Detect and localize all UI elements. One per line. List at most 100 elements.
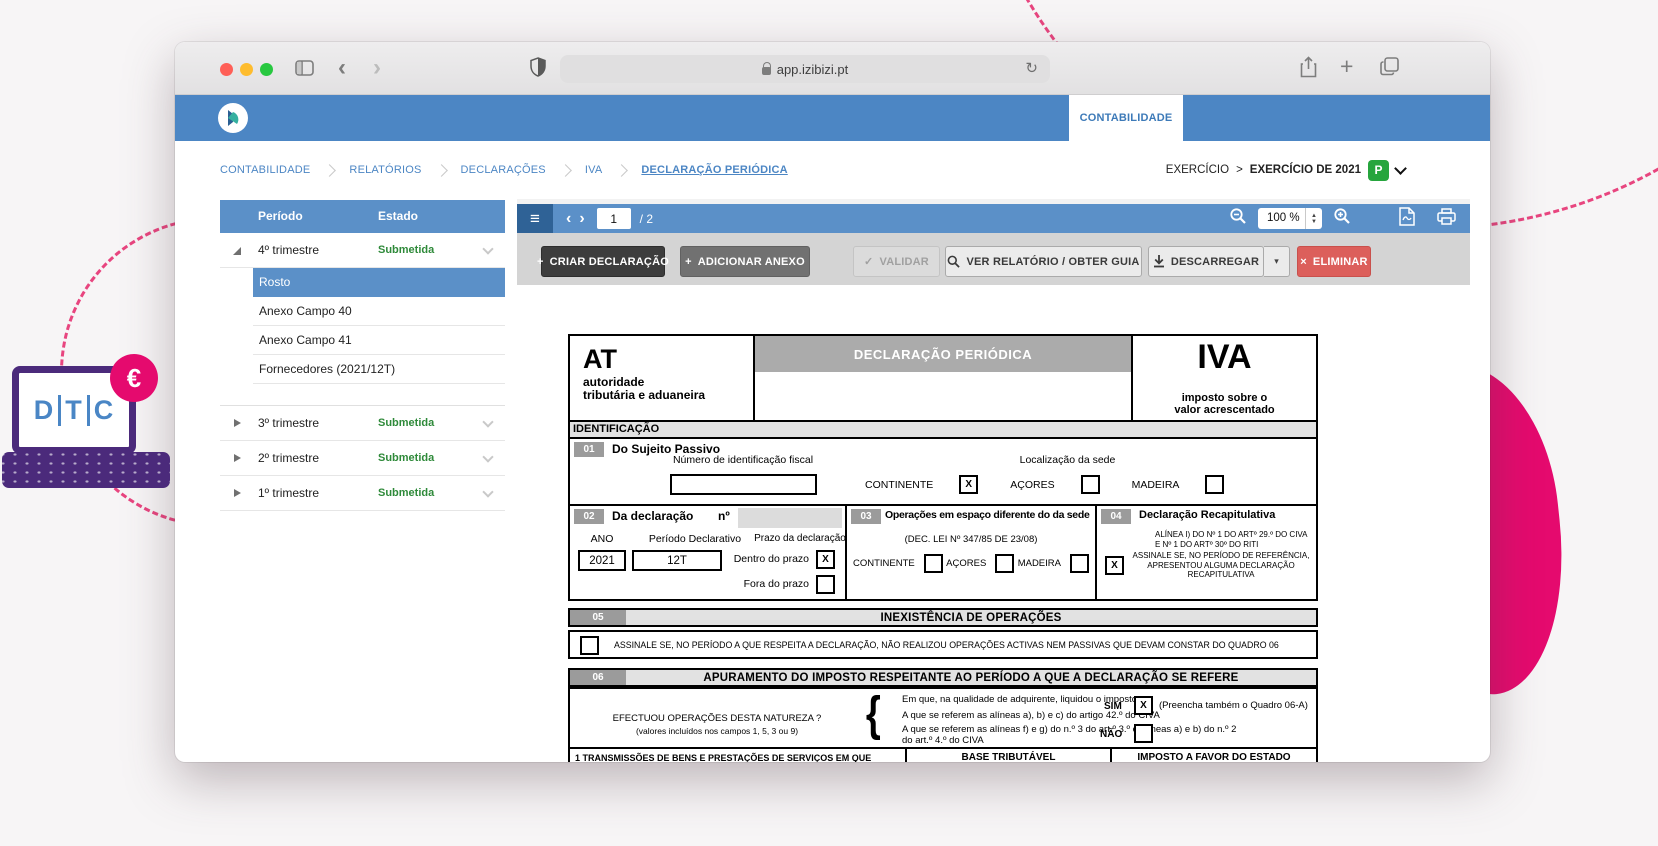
laptop-keyboard [2,452,170,488]
new-tab-icon[interactable]: + [1340,53,1354,79]
url-bar[interactable]: app.izibizi.pt ↻ [560,55,1050,83]
exercise-selector[interactable]: EXERCÍCIO > EXERCÍCIO DE 2021 P [1166,141,1407,199]
section-04-declaracao-recapitulativa: 04 Declaração Recapitulativa ALÍNEA I) D… [1097,506,1316,599]
validate-button[interactable]: ✓ VALIDAR [853,246,940,277]
chevron-down-icon[interactable] [482,451,494,463]
plus-icon: + [537,255,544,268]
checkbox-acores-03 [995,554,1015,573]
download-button[interactable]: DESCARREGAR [1148,246,1264,277]
document-item-anexo-campo-40[interactable]: Anexo Campo 40 [253,297,505,326]
exercise-status-badge: P [1368,159,1389,181]
zoom-in-icon[interactable] [1333,207,1351,230]
zoom-window-button[interactable] [260,63,273,76]
chevron-right-icon [615,164,629,177]
status-badge: Submetida [378,452,435,464]
create-declaration-button[interactable]: + CRIAR DECLARAÇÃO [537,246,669,277]
app-header: CONTABILIDADE [175,95,1490,141]
browser-titlebar: ‹ › app.izibizi.pt ↻ + [175,42,1490,95]
share-icon[interactable] [1300,56,1317,83]
document-item-anexo-campo-41[interactable]: Anexo Campo 41 [253,326,505,355]
column-estado: Estado [378,209,419,223]
download-options-caret[interactable]: ▾ [1264,246,1290,277]
app-logo-icon[interactable] [218,103,248,133]
section-02-da-declaracao: 02 Da declaração nº ANO Período Declarat… [570,506,847,599]
back-button[interactable]: ‹ [338,54,346,81]
breadcrumb-iva[interactable]: IVA [584,164,603,176]
iva-declaration-form: AT autoridade tributária e aduaneira DECL… [568,334,1318,762]
zoom-out-icon[interactable] [1229,207,1247,230]
checkbox-madeira-03 [1069,554,1089,573]
reload-icon[interactable]: ↻ [1025,60,1038,77]
chevron-right-icon [558,164,572,177]
checkbox-madeira [1205,475,1225,494]
euro-icon: € [110,354,158,402]
breadcrumb-declaracao-periodica[interactable]: DECLARAÇÃO PERIÓDICA [641,164,788,176]
period-row-4-trimestre[interactable]: 4º trimestre Submetida [220,233,505,268]
browser-window: ‹ › app.izibizi.pt ↻ + CONTABILIDADE CON… [175,42,1490,762]
chevron-down-icon[interactable] [482,243,494,255]
tab-overview-icon[interactable] [1380,57,1399,81]
chevron-down-icon[interactable] [482,416,494,428]
at-logo-text: AT [583,344,617,374]
checkbox-dentro-prazo: X [816,550,835,569]
minimize-window-button[interactable] [240,63,253,76]
print-icon[interactable] [1437,207,1456,230]
period-row-3-trimestre[interactable]: 3º trimestre Submetida [220,406,505,441]
status-badge: Submetida [378,244,435,256]
period-row-2-trimestre[interactable]: 2º trimestre Submetida [220,441,505,476]
forward-button[interactable]: › [373,54,381,81]
checkbox-continente: X [959,475,979,494]
next-page-icon[interactable]: › [579,209,585,227]
chevron-down-icon[interactable] [482,486,494,498]
page-count: / 2 [639,211,653,226]
breadcrumb-declaracoes[interactable]: DECLARAÇÕES [460,164,546,176]
lock-icon [761,61,772,75]
tab-contabilidade[interactable]: CONTABILIDADE [1069,95,1183,141]
add-annex-button[interactable]: + ADICIONAR ANEXO [680,246,810,277]
checkbox-fora-prazo [816,575,835,594]
collapsed-triangle-icon[interactable] [234,489,241,497]
delete-button[interactable]: × ELIMINAR [1297,246,1371,277]
periodo-field: 12T [632,550,722,571]
breadcrumb-contabilidade[interactable]: CONTABILIDADE [220,164,311,176]
collapsed-triangle-icon[interactable] [234,419,241,427]
pdf-toolbar: ≡ ‹ › / 2 100 % ▲▼ [517,204,1470,233]
identification-bar: IDENTIFICAÇÃO [568,422,1318,439]
form-title: DECLARAÇÃO PERIÓDICA [755,336,1131,372]
page-number-input[interactable] [596,208,631,229]
section-06-body: EFECTUOU OPERAÇÕES DESTA NATUREZA ? (val… [568,687,1318,749]
collapsed-triangle-icon[interactable] [234,454,241,462]
zoom-stepper[interactable]: ▲ ▼ [1305,208,1322,229]
download-pdf-icon[interactable] [1399,206,1415,231]
iva-logo-text: IVA [1197,338,1252,376]
privacy-shield-icon[interactable] [530,57,546,82]
breadcrumb-relatorios[interactable]: RELATÓRIOS [349,164,422,176]
expand-triangle-icon[interactable] [233,247,241,255]
action-bar: + CRIAR DECLARAÇÃO + ADICIONAR ANEXO ✓ VALI… [517,233,1470,285]
form-header: AT autoridade tributária e aduaneira DECL… [568,334,1318,422]
pdf-sidebar-toggle-button[interactable]: ≡ [517,204,553,233]
close-icon: × [1300,255,1307,268]
ano-field: 2021 [578,550,626,571]
search-icon [948,255,961,268]
previous-page-icon[interactable]: ‹ [566,209,572,227]
nif-input [670,474,817,495]
section-06-bar: 06 APURAMENTO DO IMPOSTO RESPEITANTE AO … [568,668,1318,687]
zoom-level-select[interactable]: 100 % ▲ ▼ [1258,208,1322,229]
sidebar-toggle-icon[interactable] [295,60,314,81]
declaration-number-field [738,508,842,528]
period-row-1-trimestre[interactable]: 1º trimestre Submetida [220,476,505,511]
chevron-right-icon [323,164,337,177]
document-item-fornecedores[interactable]: Fornecedores (2021/12T) [253,355,505,384]
periods-panel: Período Estado 4º trimestre Submetida Ro… [220,200,505,511]
document-item-rosto[interactable]: Rosto [253,268,505,297]
exercise-separator: > [1236,164,1243,176]
close-window-button[interactable] [220,63,233,76]
checkbox-nao [1134,724,1153,743]
section-01-sujeito-passivo: 01 Do Sujeito Passivo Número de identifi… [568,439,1318,506]
check-icon: ✓ [864,256,874,268]
view-report-button[interactable]: VER RELATÓRIO / OBTER GUIA [945,246,1142,277]
checkbox-inexistencia [580,636,599,655]
